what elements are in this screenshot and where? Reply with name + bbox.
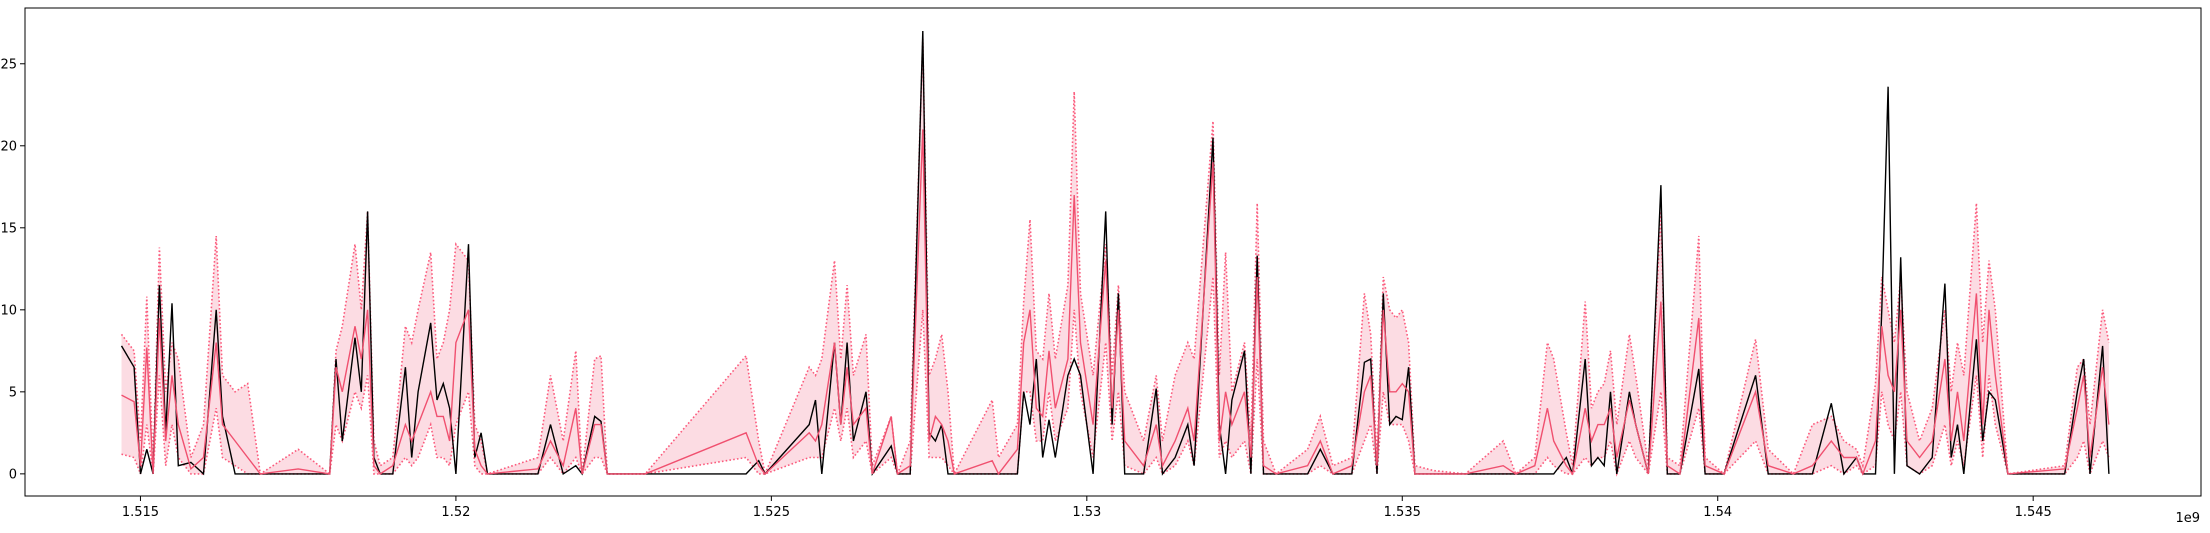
series-line bbox=[121, 129, 2110, 476]
x-tick-label: 1.53 bbox=[1072, 505, 1101, 520]
x-tick-label: 1.52 bbox=[441, 505, 470, 520]
x-tick-label: 1.535 bbox=[1384, 505, 1421, 520]
y-tick-label: 15 bbox=[0, 221, 17, 236]
x-tick-label: 1.515 bbox=[122, 505, 159, 520]
band bbox=[121, 39, 2109, 474]
x-tick-label: 1.525 bbox=[753, 505, 790, 520]
y-tick-label: 25 bbox=[0, 57, 17, 72]
x-offset-label: 1e9 bbox=[2175, 511, 2200, 526]
y-tick-label: 0 bbox=[9, 467, 17, 482]
x-tick-label: 1.545 bbox=[2015, 505, 2052, 520]
bound-line bbox=[120, 39, 2110, 477]
y-tick-label: 10 bbox=[0, 303, 17, 318]
y-tick-label: 20 bbox=[0, 139, 17, 154]
axes-frame bbox=[24, 7, 2202, 497]
y-tick-label: 5 bbox=[9, 385, 17, 400]
x-tick-label: 1.54 bbox=[1703, 505, 1732, 520]
